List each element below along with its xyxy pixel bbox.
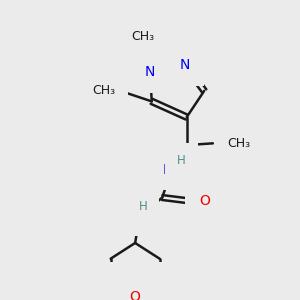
Text: N: N: [131, 208, 141, 222]
Text: CH₃: CH₃: [131, 30, 154, 43]
Text: CH₃: CH₃: [92, 84, 115, 98]
Text: N: N: [162, 163, 173, 177]
Text: O: O: [199, 194, 210, 208]
Text: CH₃: CH₃: [227, 137, 250, 150]
Text: N: N: [145, 65, 155, 79]
Text: N: N: [180, 58, 190, 72]
Text: H: H: [139, 200, 147, 213]
Text: H: H: [177, 154, 186, 167]
Text: O: O: [130, 290, 141, 300]
